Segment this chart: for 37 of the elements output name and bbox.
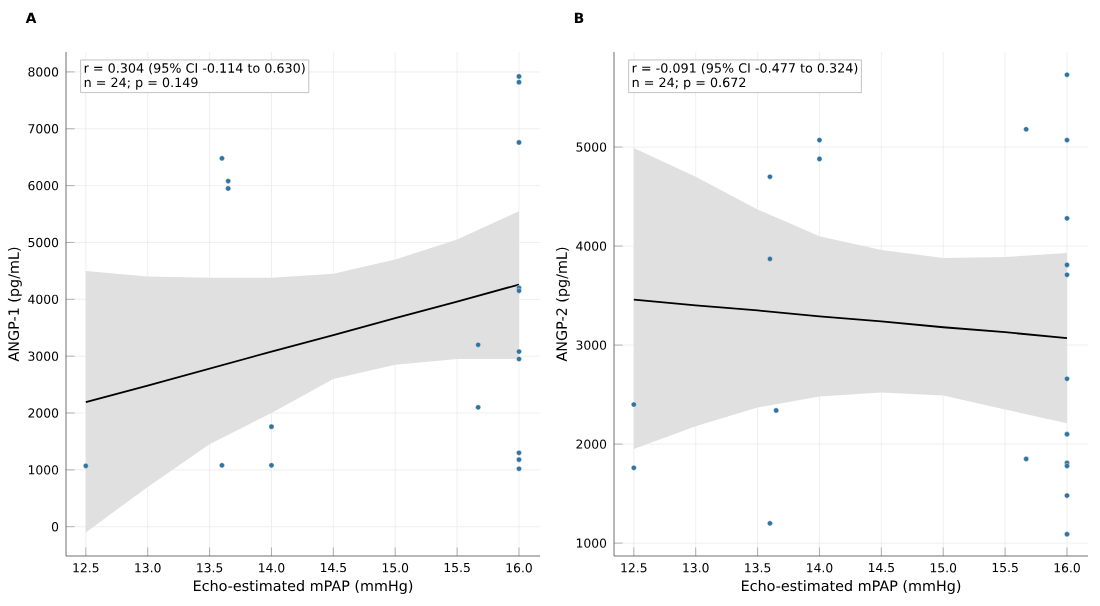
point xyxy=(516,356,522,362)
point xyxy=(268,423,275,430)
point xyxy=(767,256,773,262)
point xyxy=(475,342,481,348)
point xyxy=(1064,71,1070,78)
line-series xyxy=(632,298,1068,340)
point xyxy=(225,185,231,192)
point xyxy=(816,137,823,143)
point xyxy=(225,178,231,184)
point xyxy=(1064,375,1070,382)
point xyxy=(1064,492,1070,499)
point xyxy=(1064,431,1070,437)
point xyxy=(767,520,773,527)
point xyxy=(1023,456,1029,462)
point xyxy=(1064,215,1070,222)
point xyxy=(1064,272,1070,278)
point xyxy=(816,156,823,162)
point xyxy=(268,462,275,469)
point xyxy=(516,456,522,463)
point xyxy=(1064,262,1070,268)
point xyxy=(1023,126,1029,133)
point xyxy=(631,401,637,408)
point xyxy=(516,73,522,80)
point xyxy=(516,79,522,85)
point xyxy=(219,462,225,469)
point xyxy=(516,465,522,472)
point xyxy=(83,463,89,469)
point xyxy=(219,155,225,162)
point xyxy=(631,465,637,471)
point xyxy=(516,450,522,456)
point xyxy=(767,173,773,180)
point xyxy=(475,404,481,411)
point xyxy=(773,407,779,414)
point xyxy=(1064,531,1070,537)
point xyxy=(516,348,522,355)
point xyxy=(516,139,522,146)
point xyxy=(1064,137,1070,143)
